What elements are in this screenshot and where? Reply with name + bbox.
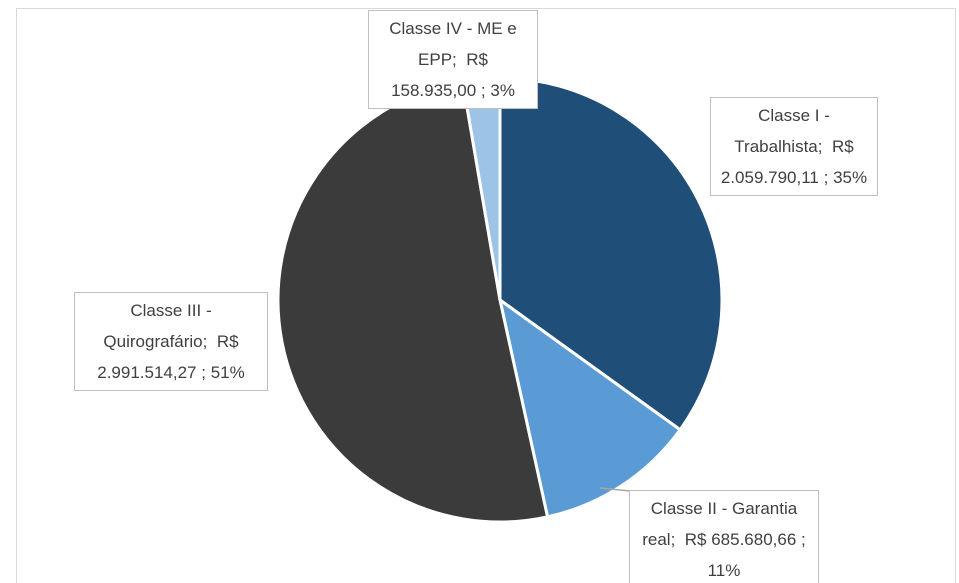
pie-slice [497, 296, 683, 519]
label-percent: 51% [210, 363, 245, 382]
label-value: R$ 2.059.790,11 [720, 137, 854, 187]
label-separator: ; [823, 168, 829, 187]
data-label: Classe I - Trabalhista; R$ 2.059.790,11 … [710, 97, 878, 196]
data-label: Classe III - Quirografário; R$ 2.991.514… [74, 292, 268, 391]
label-category: Classe I - Trabalhista [734, 106, 830, 156]
label-percent: 35% [833, 168, 868, 187]
label-percent: 3% [490, 81, 515, 100]
data-label: Classe II - Garantia real; R$ 685.680,66… [629, 490, 819, 583]
label-category: Classe III - Quirografário [103, 301, 212, 351]
label-percent: 11% [707, 561, 741, 580]
label-category: Classe II - Garantia real [642, 499, 798, 549]
label-separator: ; [817, 137, 823, 156]
label-value: R$ 158.935,00 [391, 50, 488, 100]
label-separator: ; [670, 530, 676, 549]
label-value: R$ 2.991.514,27 [97, 332, 239, 382]
label-separator: ; [480, 81, 486, 100]
label-value: R$ 685.680,66 [684, 530, 797, 549]
label-separator: ; [202, 332, 208, 351]
label-separator: ; [801, 530, 806, 549]
label-separator: ; [452, 50, 457, 69]
chart-frame [16, 8, 956, 583]
label-separator: ; [201, 363, 206, 382]
label-category: Classe IV - ME e EPP [389, 19, 517, 69]
pie-slice [498, 76, 724, 432]
data-label: Classe IV - ME e EPP; R$ 158.935,00 ; 3% [368, 10, 538, 109]
